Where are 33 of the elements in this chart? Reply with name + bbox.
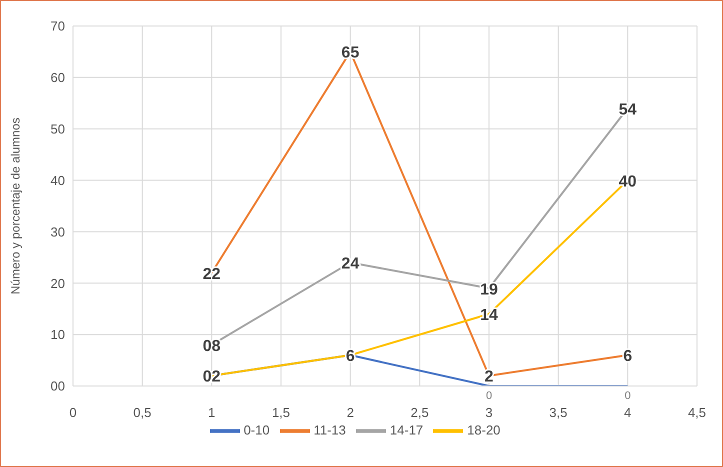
legend-label: 18-20 xyxy=(467,422,500,438)
x-tick-label: 4 xyxy=(624,405,632,420)
data-label: 24 xyxy=(341,256,360,273)
x-tick-label: 3 xyxy=(485,405,493,420)
data-label: 0 xyxy=(486,390,492,402)
data-label: 40 xyxy=(618,173,637,190)
x-tick-label: 4,5 xyxy=(688,405,706,420)
y-tick-label: 50 xyxy=(50,121,65,136)
y-tick-label: 60 xyxy=(50,70,65,86)
y-tick-label: 00 xyxy=(50,378,65,394)
data-label: 6 xyxy=(623,348,632,366)
data-label: 22 xyxy=(202,266,221,283)
y-tick-label: 70 xyxy=(50,18,65,34)
y-axis-title: Número y porcentaje de alumnos xyxy=(8,118,22,294)
x-tick-label: 0 xyxy=(69,405,77,420)
data-label: 08 xyxy=(202,338,221,355)
legend-label: 0-10 xyxy=(244,422,270,438)
y-tick-label: 10 xyxy=(50,327,65,342)
x-tick-label: 2,5 xyxy=(410,405,429,420)
legend-label: 11-13 xyxy=(314,422,346,438)
data-label: 54 xyxy=(618,101,637,118)
data-label: 02 xyxy=(202,368,221,386)
y-tick-label: 30 xyxy=(50,224,65,240)
legend-label: 14-17 xyxy=(390,422,424,438)
y-tick-label: 40 xyxy=(50,172,65,188)
x-tick-label: 3,5 xyxy=(549,405,568,420)
x-tick-label: 0,5 xyxy=(133,405,152,420)
data-label: 0 xyxy=(624,390,631,402)
y-tick-label: 20 xyxy=(50,276,65,291)
data-label: 19 xyxy=(480,281,498,298)
x-tick-label: 1 xyxy=(208,405,216,420)
x-tick-label: 2 xyxy=(346,405,354,420)
x-tick-label: 1,5 xyxy=(272,405,290,420)
